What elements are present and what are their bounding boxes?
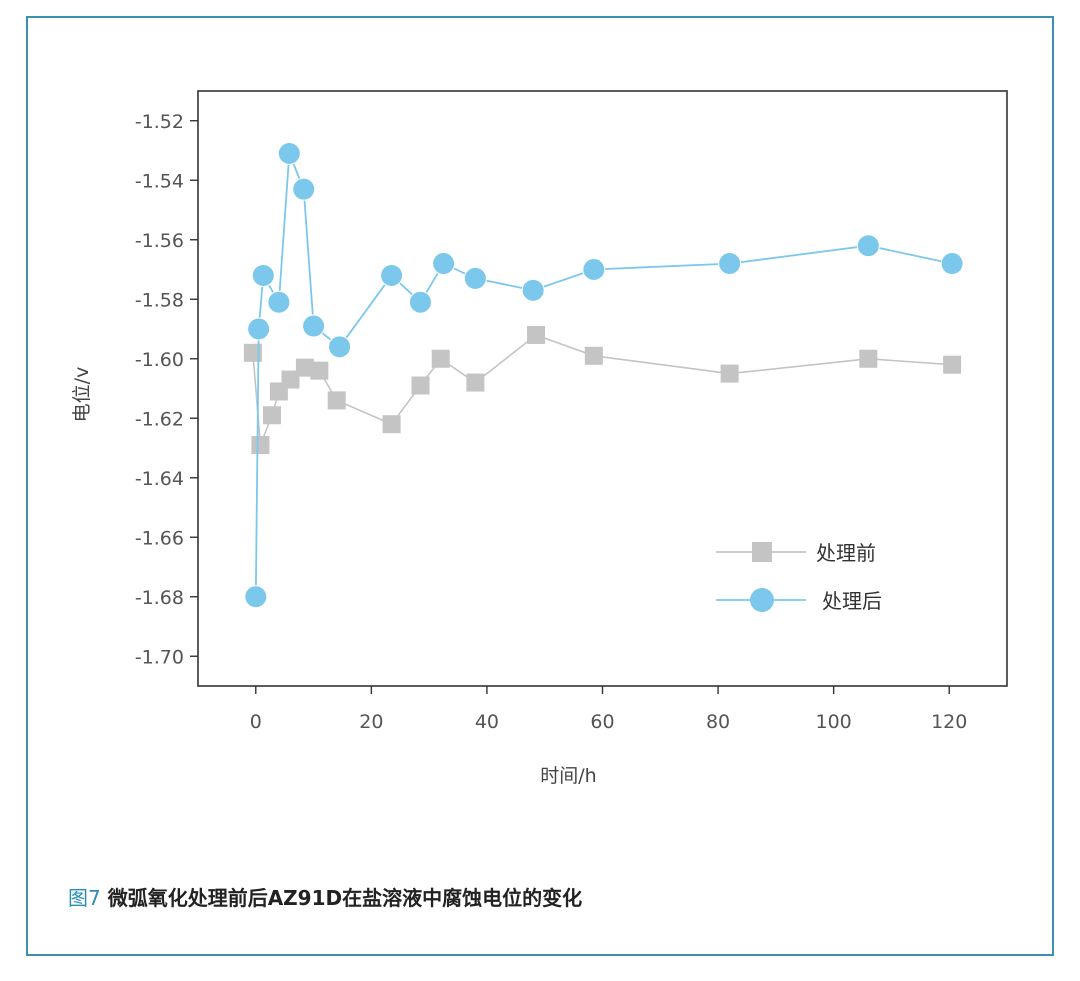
- series-before: [243, 325, 962, 455]
- legend-item: 处理后: [716, 588, 882, 613]
- data-point-circle: [244, 585, 268, 609]
- series-line: [254, 153, 953, 597]
- data-point-square: [431, 349, 450, 368]
- y-tick-label: -1.64: [135, 468, 184, 490]
- data-point-circle: [856, 234, 880, 258]
- x-tick-label: 120: [931, 711, 967, 733]
- data-point-square: [859, 349, 878, 368]
- data-point-square: [295, 358, 314, 377]
- x-tick-label: 20: [359, 711, 383, 733]
- data-point-circle: [247, 317, 271, 341]
- data-point-square: [584, 346, 603, 365]
- data-point-circle: [432, 252, 456, 276]
- legend-marker-circle: [750, 588, 774, 612]
- data-point-square: [243, 343, 262, 362]
- x-axis-title: 时间/h: [540, 765, 596, 787]
- y-axis-title: 电位/v: [71, 367, 93, 423]
- figure-caption-text: 微弧氧化处理前后AZ91D在盐溶液中腐蚀电位的变化: [100, 886, 583, 910]
- data-point-circle: [718, 252, 742, 276]
- x-tick-label: 0: [250, 711, 262, 733]
- data-point-circle: [521, 278, 545, 302]
- data-point-circle: [302, 314, 326, 338]
- axes: 0 20 40 60 80 100 120 -1.52 -1.54 -1.56 -1.58 -1.60…: [135, 90, 1008, 733]
- data-point-circle: [277, 141, 301, 165]
- figure-caption: 图7 微弧氧化处理前后AZ91D在盐溶液中腐蚀电位的变化: [68, 882, 582, 911]
- data-point-square: [262, 406, 281, 425]
- legend-marker-square: [752, 542, 772, 562]
- data-point-square: [382, 415, 401, 434]
- legend-item: 处理前: [716, 541, 876, 565]
- data-point-square: [527, 325, 546, 344]
- data-point-circle: [463, 266, 487, 290]
- series-after: [244, 141, 964, 609]
- y-tick-label: -1.68: [135, 587, 184, 609]
- data-point-square: [720, 364, 739, 383]
- y-tick-label: -1.66: [135, 527, 184, 549]
- data-point-square: [327, 391, 346, 410]
- data-point-square: [466, 373, 485, 392]
- data-point-circle: [582, 258, 606, 281]
- legend-label: 处理后: [822, 589, 882, 613]
- data-point-circle: [251, 263, 275, 287]
- data-point-circle: [380, 263, 404, 287]
- y-tick-label: -1.54: [135, 170, 184, 192]
- data-point-square: [310, 361, 329, 380]
- data-point-circle: [328, 335, 352, 359]
- x-tick-label: 80: [706, 711, 730, 733]
- x-tick-label: 60: [590, 711, 614, 733]
- y-tick-label: -1.62: [135, 408, 184, 430]
- y-tick-label: -1.60: [135, 349, 184, 371]
- y-tick-label: -1.70: [135, 646, 184, 668]
- data-point-square: [411, 376, 430, 395]
- plot-area-border: [197, 90, 1008, 687]
- data-point-square: [943, 355, 962, 374]
- data-point-circle: [940, 252, 964, 276]
- x-tick-label: 40: [475, 711, 499, 733]
- x-tick-label: 100: [816, 711, 852, 733]
- series-layer: [243, 141, 964, 609]
- data-point-circle: [408, 290, 432, 314]
- y-tick-label: -1.56: [135, 230, 184, 252]
- y-tick-label: -1.58: [135, 289, 184, 311]
- figure-number: 图7: [68, 886, 101, 910]
- y-tick-label: -1.52: [135, 111, 184, 133]
- legend-label: 处理前: [816, 541, 876, 565]
- data-point-circle: [292, 177, 316, 201]
- data-point-square: [281, 370, 300, 389]
- data-point-circle: [267, 290, 291, 314]
- data-point-square: [251, 436, 270, 455]
